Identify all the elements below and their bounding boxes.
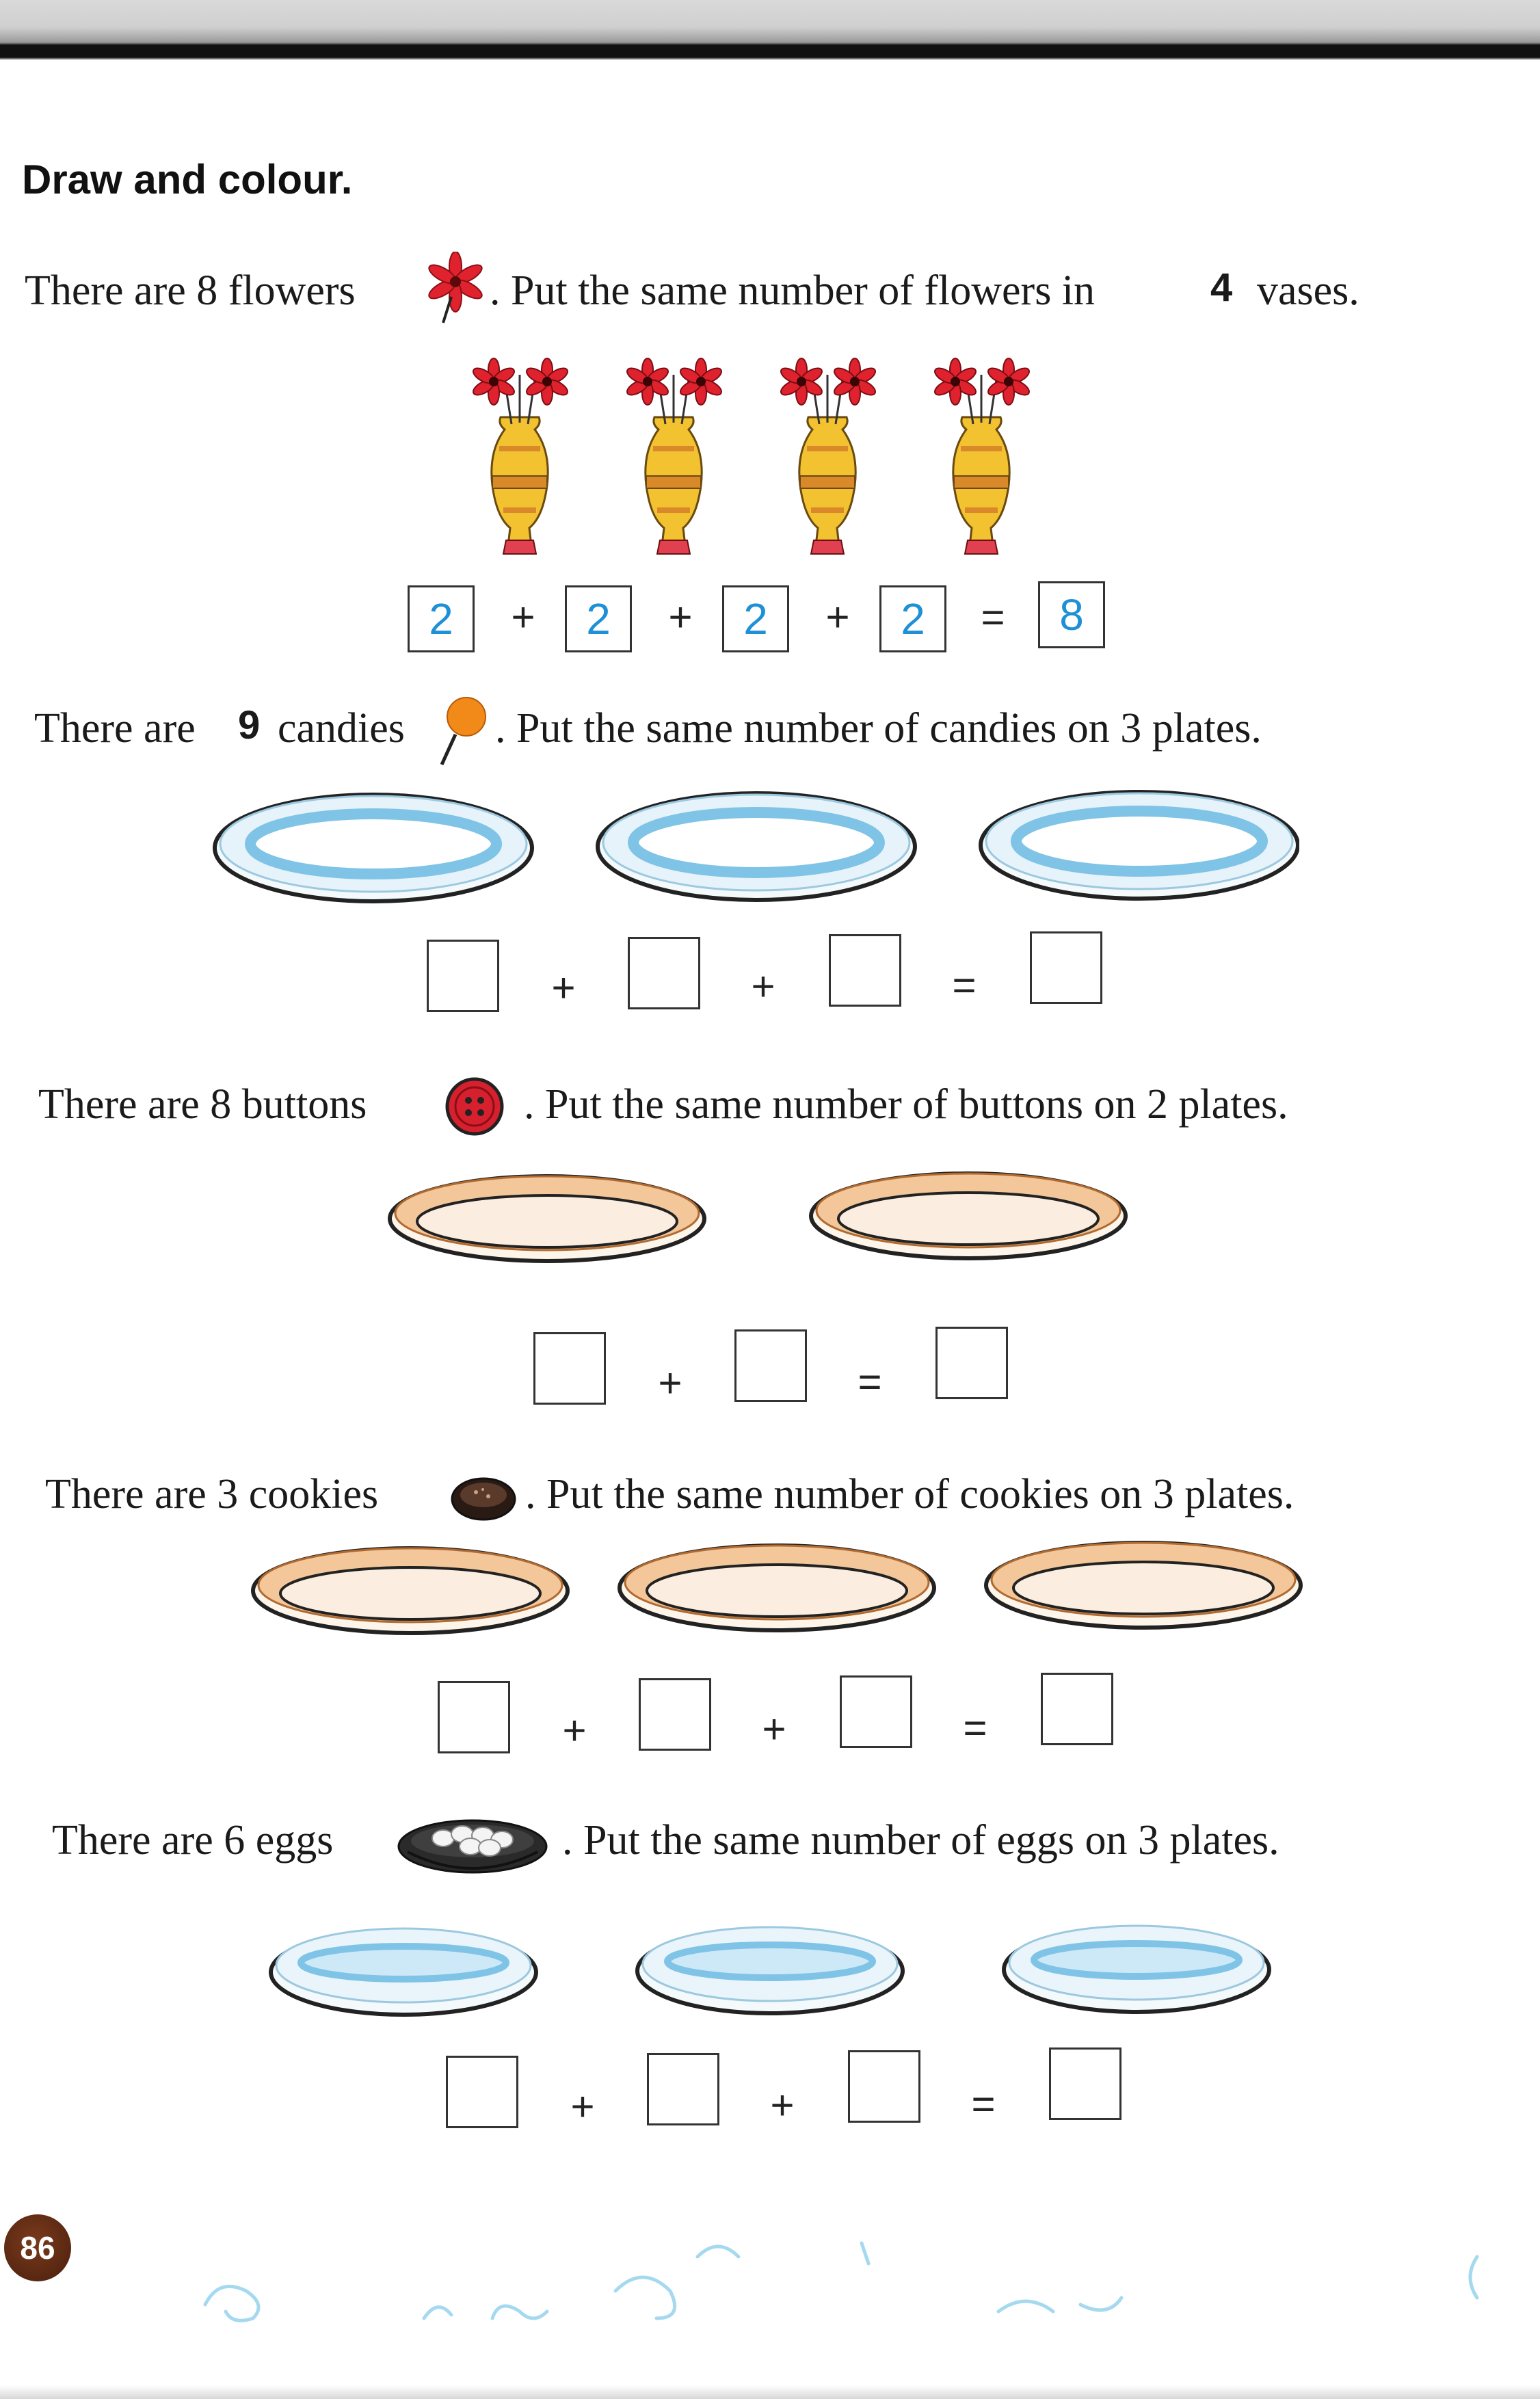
orange-plates — [246, 1532, 1313, 1641]
question-text: There are — [34, 705, 196, 752]
question-text: . Put the same number of buttons on 2 pl… — [524, 1081, 1288, 1128]
plus-sign: + — [770, 2082, 795, 2128]
answer-box[interactable] — [639, 1678, 711, 1751]
question-text: . Put the same number of candies on 3 pl… — [495, 705, 1262, 752]
question-text: . Put the same number of eggs on 3 plate… — [562, 1817, 1279, 1864]
button-icon — [445, 1077, 504, 1136]
cookie-icon — [451, 1477, 516, 1521]
plus-sign: + — [658, 1360, 682, 1406]
plus-sign: + — [668, 594, 693, 640]
blue-plates — [267, 1908, 1286, 2024]
equals-sign: = — [981, 594, 1005, 640]
vases-with-flowers — [451, 349, 1053, 568]
answer-box[interactable]: 8 — [1038, 581, 1105, 648]
answer-box[interactable]: 2 — [879, 585, 946, 652]
orange-plates — [383, 1163, 1135, 1272]
answer-box[interactable] — [734, 1329, 807, 1402]
plus-sign: + — [751, 964, 775, 1009]
plus-sign: + — [825, 594, 850, 640]
scan-edge-top — [0, 0, 1540, 60]
plus-sign: + — [570, 2084, 595, 2130]
page-title: Draw and colour. — [22, 157, 353, 202]
candy-icon — [440, 697, 486, 766]
answer-box[interactable] — [1049, 2047, 1121, 2120]
question-text: candies — [278, 705, 405, 752]
question-flowers: There are 8 flowers . Put the same numbe… — [0, 252, 1540, 328]
answer-box[interactable] — [848, 2050, 920, 2123]
answer-box[interactable] — [935, 1327, 1008, 1399]
equals-sign: = — [952, 962, 977, 1008]
question-text: . Put the same number of cookies on 3 pl… — [525, 1471, 1295, 1517]
plus-sign: + — [511, 594, 535, 640]
plus-sign: + — [762, 1706, 786, 1752]
answer-box[interactable] — [438, 1681, 510, 1753]
plus-sign: + — [562, 1708, 587, 1753]
question-text: There are 3 cookies — [45, 1471, 379, 1517]
question-buttons: There are 8 buttons . Put the same numbe… — [0, 1067, 1540, 1142]
handwritten-number: 4 — [1210, 265, 1233, 310]
answer-box[interactable] — [1030, 931, 1102, 1004]
question-candies: There are 9 candies . Put the same numbe… — [0, 691, 1540, 766]
equals-sign: = — [963, 1705, 987, 1751]
answer-box[interactable] — [427, 940, 499, 1012]
answer-box[interactable] — [533, 1332, 606, 1405]
question-text: vases. — [1257, 267, 1359, 314]
answer-box[interactable] — [628, 937, 700, 1009]
answer-box[interactable] — [840, 1675, 912, 1748]
answer-box[interactable] — [446, 2056, 518, 2128]
question-text: There are 6 eggs — [52, 1817, 334, 1864]
question-text: There are 8 buttons — [38, 1081, 367, 1128]
question-text: . Put the same number of flowers in — [490, 267, 1096, 314]
decorative-swirls — [203, 2241, 1479, 2322]
question-text: There are 8 flowers — [25, 267, 356, 314]
answer-box[interactable] — [829, 934, 901, 1007]
flower-icon — [428, 252, 483, 323]
egg-bowl-icon — [397, 1819, 548, 1874]
question-cookies: There are 3 cookies . Put the same numbe… — [0, 1457, 1540, 1532]
answer-box[interactable]: 2 — [722, 585, 789, 652]
equals-sign: = — [858, 1359, 882, 1405]
plus-sign: + — [551, 965, 576, 1011]
handwritten-number: 9 — [238, 703, 261, 747]
answer-box[interactable]: 2 — [565, 585, 632, 652]
scan-edge-bottom — [0, 2385, 1540, 2399]
answer-box[interactable]: 2 — [408, 585, 475, 652]
equals-sign: = — [971, 2081, 996, 2127]
page-number: 86 — [4, 2214, 71, 2281]
blue-plates — [212, 785, 1299, 908]
answer-box[interactable] — [1041, 1673, 1113, 1745]
answer-box[interactable] — [647, 2053, 719, 2125]
question-eggs: There are 6 eggs . Put the same number o… — [0, 1803, 1540, 1878]
